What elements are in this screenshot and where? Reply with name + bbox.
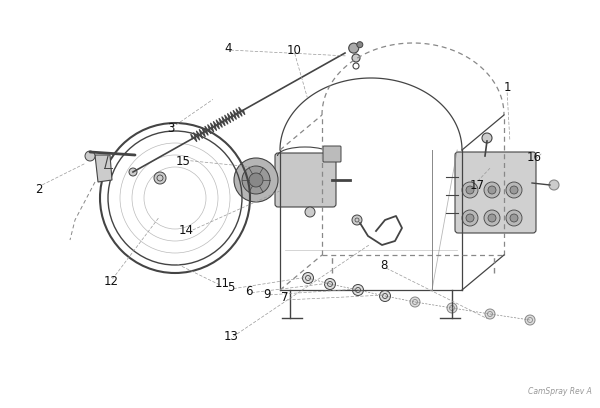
Circle shape — [488, 214, 496, 222]
Circle shape — [484, 210, 500, 226]
Text: 5: 5 — [227, 281, 235, 294]
Circle shape — [510, 186, 518, 194]
Text: 2: 2 — [35, 183, 43, 196]
Circle shape — [482, 133, 492, 143]
Circle shape — [447, 303, 457, 313]
Text: CamSpray Rev A: CamSpray Rev A — [528, 387, 592, 396]
Circle shape — [353, 284, 364, 295]
Circle shape — [506, 182, 522, 198]
Circle shape — [234, 158, 278, 202]
Circle shape — [302, 273, 314, 284]
Polygon shape — [95, 155, 112, 182]
Text: 1: 1 — [503, 81, 511, 94]
Circle shape — [488, 186, 496, 194]
Text: 9: 9 — [263, 288, 271, 301]
Text: 6: 6 — [245, 285, 253, 298]
Circle shape — [357, 42, 363, 48]
Circle shape — [154, 172, 166, 184]
FancyBboxPatch shape — [323, 146, 341, 162]
Circle shape — [249, 173, 263, 187]
Text: 17: 17 — [470, 179, 485, 192]
FancyBboxPatch shape — [275, 153, 336, 207]
Text: 16: 16 — [527, 151, 542, 164]
Circle shape — [352, 54, 360, 62]
Circle shape — [325, 279, 335, 290]
Text: 13: 13 — [224, 330, 238, 343]
Circle shape — [549, 180, 559, 190]
Circle shape — [466, 186, 474, 194]
Circle shape — [410, 297, 420, 307]
Text: 12: 12 — [104, 275, 119, 288]
Circle shape — [484, 182, 500, 198]
Circle shape — [85, 151, 95, 161]
Circle shape — [349, 43, 359, 53]
Circle shape — [510, 214, 518, 222]
FancyBboxPatch shape — [455, 152, 536, 233]
Circle shape — [506, 210, 522, 226]
Text: 3: 3 — [167, 122, 175, 135]
Text: 11: 11 — [215, 277, 229, 290]
Circle shape — [462, 210, 478, 226]
Text: 15: 15 — [176, 155, 190, 168]
Circle shape — [129, 168, 137, 176]
Circle shape — [462, 182, 478, 198]
Text: 8: 8 — [380, 259, 388, 272]
Circle shape — [525, 315, 535, 325]
Text: 14: 14 — [179, 224, 193, 237]
Circle shape — [485, 309, 495, 319]
Text: 7: 7 — [281, 291, 289, 304]
Circle shape — [242, 166, 270, 194]
Circle shape — [466, 214, 474, 222]
Circle shape — [305, 207, 315, 217]
Text: 10: 10 — [287, 44, 301, 58]
Text: 4: 4 — [224, 42, 232, 55]
Circle shape — [380, 290, 391, 302]
Circle shape — [352, 215, 362, 225]
